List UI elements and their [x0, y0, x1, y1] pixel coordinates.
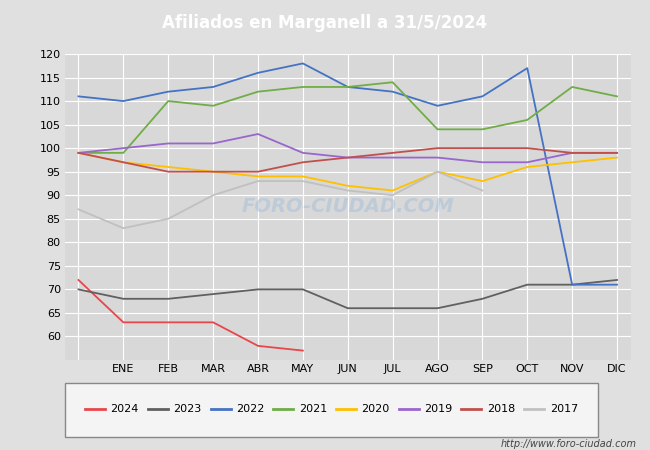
Text: FORO-CIUDAD.COM: FORO-CIUDAD.COM — [241, 198, 454, 216]
FancyBboxPatch shape — [65, 382, 598, 436]
Text: Afiliados en Marganell a 31/5/2024: Afiliados en Marganell a 31/5/2024 — [162, 14, 488, 32]
Text: http://www.foro-ciudad.com: http://www.foro-ciudad.com — [501, 439, 637, 449]
Legend: 2024, 2023, 2022, 2021, 2020, 2019, 2018, 2017: 2024, 2023, 2022, 2021, 2020, 2019, 2018… — [81, 400, 582, 419]
